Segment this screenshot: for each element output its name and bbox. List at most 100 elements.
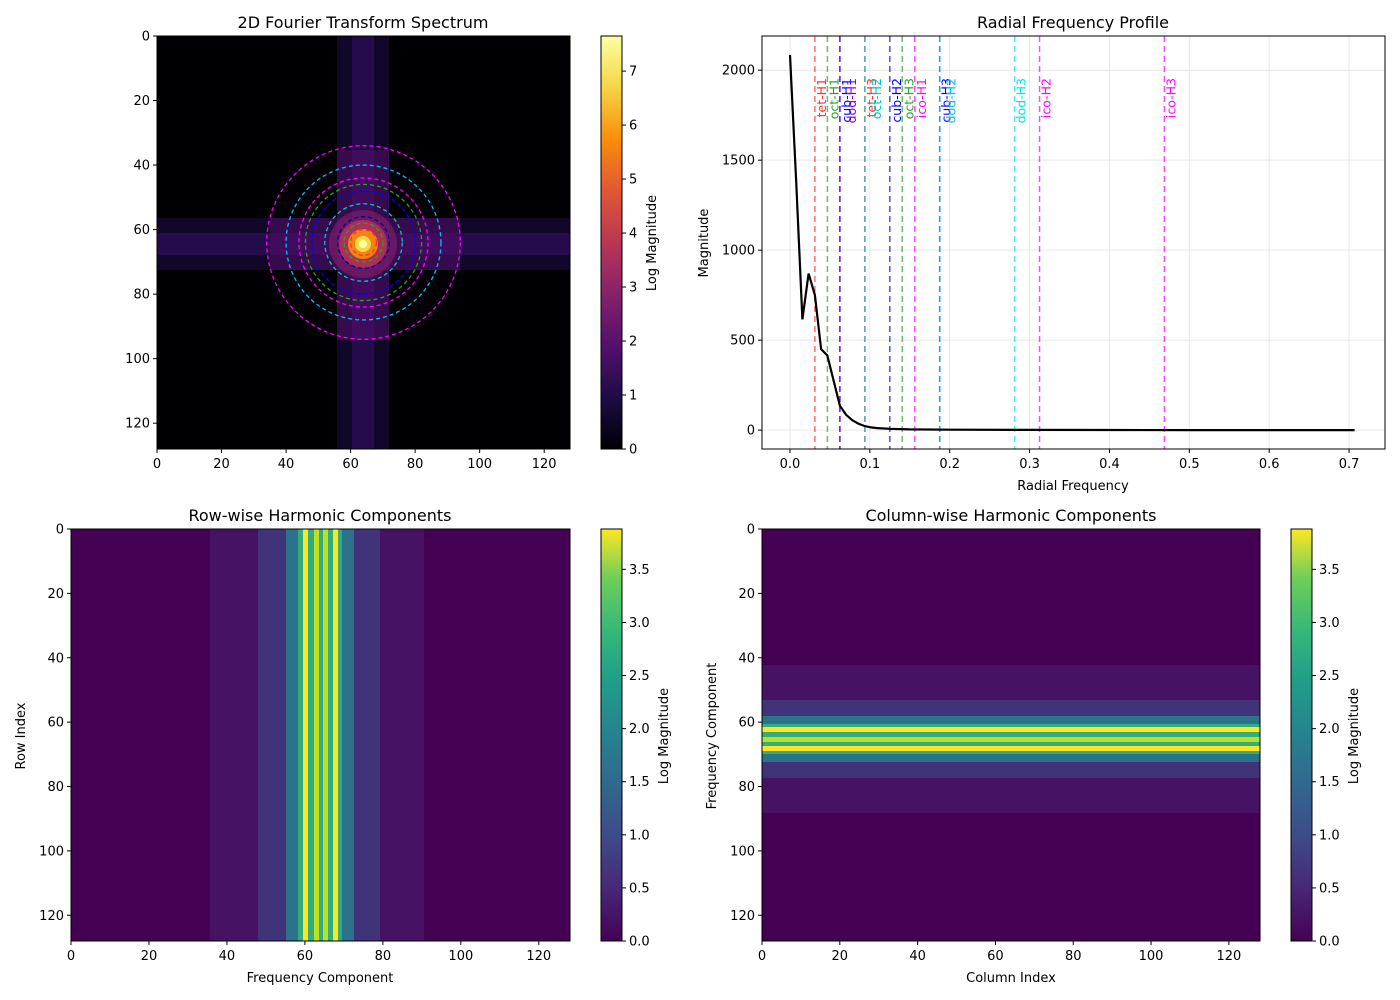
x-tick-label: 0.5: [1179, 457, 1200, 472]
colorbar-tick-label: 0.0: [629, 935, 650, 950]
x-tick-label: 0.7: [1339, 457, 1360, 472]
harmonic-marker-label: ico-H2: [1039, 78, 1054, 118]
harmonic-ring: [343, 222, 384, 263]
harmonic-marker-label: tet-H1: [814, 78, 829, 117]
y-tick-label: 1000: [722, 244, 755, 259]
x-tick-label: 120: [526, 949, 551, 964]
y-tick-label: 60: [738, 716, 755, 731]
y-tick-label: 0: [56, 523, 64, 538]
y-tick-label: 0: [142, 30, 150, 45]
harmonic-marker-label: dod-H1: [844, 78, 859, 123]
spectrum-y-ticks: 0 20 40 60 80 100 120: [125, 30, 157, 432]
colorbar-tick-label: 1.0: [1319, 828, 1340, 843]
harmonic-marker-label: cub-H1: [839, 78, 854, 123]
colwise-colorbar-label: Log Magnitude: [1347, 688, 1362, 784]
colorbar-tick-label: 1.5: [1319, 775, 1340, 790]
spectrum-plot-area: 0 20 40 60 80 100 120 0 20 40 60 80 100 120: [125, 30, 571, 472]
colorbar-tick-label: 5: [629, 173, 637, 188]
colorbar-tick-label: 7: [629, 65, 637, 80]
radial-x-label: Radial Frequency: [1017, 479, 1129, 494]
colorbar-tick-label: 3.0: [629, 616, 650, 631]
x-tick-label: 120: [1216, 949, 1241, 964]
harmonic-marker-label: ico-H1: [914, 78, 929, 118]
colwise-panel: Column-wise Harmonic Components 0 20 40 60 8…: [705, 506, 1362, 986]
colorbar-tick-label: 2.0: [629, 722, 650, 737]
rowwise-colorbar: 0.0 0.5 1.0 1.5 2.0 2.5 3.0 3.5 Log Magnitude: [600, 528, 672, 950]
x-tick-label: 20: [213, 457, 230, 472]
harmonic-marker-label: oct-H2: [869, 78, 884, 119]
x-tick-label: 40: [219, 949, 236, 964]
x-tick-label: 0.2: [939, 457, 960, 472]
colorbar-tick-label: 6: [629, 119, 637, 134]
colorbar-tick-label: 0.5: [1319, 881, 1340, 896]
x-tick-label: 60: [987, 949, 1004, 964]
spectrum-panel: 2D Fourier Transform Spectrum 0 20 40 60 80 1…: [125, 13, 660, 472]
harmonic-ring: [304, 183, 423, 302]
spectrum-colorbar: 0 1 2 3 4 5 6 7 Log Magnitude: [600, 35, 660, 458]
x-tick-label: 40: [278, 457, 295, 472]
harmonic-marker-label: cub-H2: [889, 78, 904, 123]
x-tick-label: 80: [375, 949, 392, 964]
colwise-x-label: Column Index: [966, 971, 1056, 986]
rowwise-y-ticks: 0 20 40 60 80 100 120: [39, 523, 71, 924]
harmonic-ring: [324, 203, 403, 282]
radial-x-ticks: 0.0 0.1 0.2 0.3 0.4 0.5 0.6 0.7: [780, 449, 1360, 472]
harmonic-marker-label: ico-H3: [1163, 78, 1178, 118]
rowwise-panel: Row-wise Harmonic Components 0 20 40 60 80 10…: [14, 506, 672, 986]
spectrum-x-ticks: 0 20 40 60 80 100 120: [153, 449, 557, 472]
x-tick-label: 40: [909, 949, 926, 964]
colwise-colorbar: 0.0 0.5 1.0 1.5 2.0 2.5 3.0 3.5 Log Magnitude: [1290, 528, 1362, 950]
colorbar-tick-label: 2.0: [1319, 722, 1340, 737]
harmonic-marker-label: dod-H3: [1014, 78, 1029, 123]
colwise-y-ticks: 0 20 40 60 80 100 120: [730, 523, 762, 924]
y-tick-label: 80: [47, 780, 64, 795]
radial-y-ticks: 0 500 1000 1500 2000: [722, 64, 762, 439]
y-tick-label: 100: [125, 352, 150, 367]
x-tick-label: 100: [448, 949, 473, 964]
y-tick-label: 40: [47, 651, 64, 666]
x-tick-label: 0: [67, 949, 75, 964]
colwise-title: Column-wise Harmonic Components: [865, 506, 1156, 525]
radial-profile-line: [788, 54, 1355, 432]
y-tick-label: 40: [133, 159, 150, 174]
x-tick-label: 80: [1065, 949, 1082, 964]
y-tick-label: 80: [738, 780, 755, 795]
harmonic-marker-label: oct-H1: [826, 78, 841, 119]
x-tick-label: 0: [758, 949, 766, 964]
x-tick-label: 60: [297, 949, 314, 964]
y-tick-label: 20: [738, 587, 755, 602]
colorbar-tick-label: 3.5: [629, 563, 650, 578]
colwise-x-ticks: 0 20 40 60 80 100 120: [758, 941, 1241, 964]
y-tick-label: 1500: [722, 154, 755, 169]
colorbar-tick-label: 0: [629, 443, 637, 458]
colwise-y-label: Frequency Component: [705, 663, 720, 810]
y-tick-label: 120: [39, 909, 64, 924]
colorbar-tick-label: 0.5: [629, 881, 650, 896]
colwise-image: [762, 529, 1260, 941]
radial-title: Radial Frequency Profile: [977, 13, 1169, 32]
x-tick-label: 0.6: [1259, 457, 1280, 472]
harmonic-ring: [285, 164, 442, 321]
harmonic-ring: [298, 177, 429, 308]
x-tick-label: 0.1: [859, 457, 880, 472]
harmonic-ring: [337, 216, 390, 269]
radial-y-label: Magnitude: [697, 209, 712, 278]
rowwise-title: Row-wise Harmonic Components: [188, 506, 451, 525]
x-tick-label: 0.0: [780, 457, 801, 472]
rowwise-colorbar-label: Log Magnitude: [657, 688, 672, 784]
x-tick-label: 60: [342, 457, 359, 472]
y-tick-label: 60: [133, 223, 150, 238]
harmonic-ring: [349, 228, 378, 257]
colorbar-tick-label: 3.0: [1319, 616, 1340, 631]
x-tick-label: 80: [407, 457, 424, 472]
y-tick-label: 20: [133, 94, 150, 109]
rowwise-y-label: Row Index: [14, 702, 29, 769]
y-tick-label: 80: [133, 288, 150, 303]
harmonic-marker-label: tet-H3: [864, 78, 879, 117]
harmonic-marker-label: oct-H3: [901, 78, 916, 119]
colorbar-tick-label: 3.5: [1319, 563, 1340, 578]
x-tick-label: 120: [532, 457, 557, 472]
harmonic-marker-label: dod-H2: [944, 78, 959, 123]
